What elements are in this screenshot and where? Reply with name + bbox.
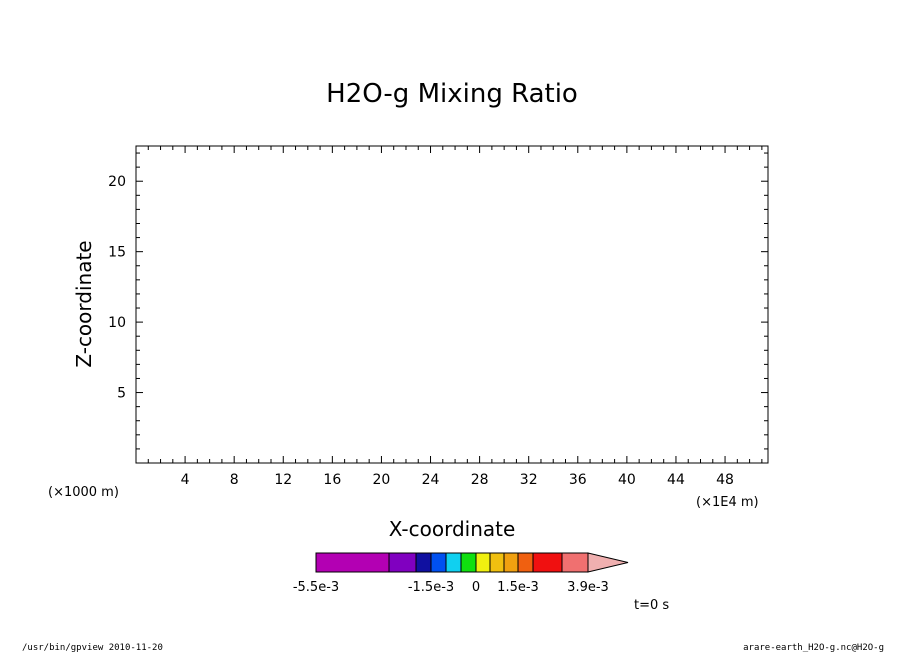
x-tick-label: 44 <box>667 472 685 488</box>
colorbar-label: 0 <box>472 580 480 595</box>
x-tick-label: 28 <box>471 472 489 488</box>
footer-right: arare-earth_H2O-g.nc@H2O-g <box>743 643 884 653</box>
x-unit-label: (×1E4 m) <box>696 495 759 510</box>
x-tick-label: 20 <box>373 472 391 488</box>
x-tick-label: 12 <box>274 472 292 488</box>
colorbar-segment <box>532 552 563 573</box>
colorbar-segment <box>460 552 477 573</box>
x-tick-labels: 4 8 12 16 20 24 28 32 36 40 44 48 <box>181 472 734 488</box>
y-tick-labels: 5 10 15 20 <box>108 174 126 401</box>
colorbar-label: 3.9e-3 <box>567 580 609 595</box>
x-tick-label: 48 <box>716 472 734 488</box>
footer-left: /usr/bin/gpview 2010-11-20 <box>22 643 163 653</box>
y-tick-label: 20 <box>108 174 126 190</box>
colorbar <box>315 552 629 573</box>
x-tick-label: 4 <box>181 472 190 488</box>
colorbar-segment <box>388 552 417 573</box>
colorbar-segment <box>561 552 589 573</box>
y-axis-label: Z-coordinate <box>72 240 96 367</box>
colorbar-segment <box>475 552 491 573</box>
colorbar-segment <box>489 552 505 573</box>
chart-title: H2O-g Mixing Ratio <box>326 79 578 109</box>
colorbar-labels: -5.5e-3 -1.5e-3 0 1.5e-3 3.9e-3 <box>293 580 609 595</box>
x-axis-label: X-coordinate <box>389 517 516 541</box>
x-tick-label: 24 <box>422 472 440 488</box>
x-tick-label: 8 <box>230 472 239 488</box>
axis-ticks <box>136 146 768 463</box>
colorbar-segment <box>445 552 462 573</box>
time-label: t=0 s <box>634 598 669 613</box>
colorbar-segment <box>430 552 447 573</box>
colorbar-label: -1.5e-3 <box>408 580 454 595</box>
colorbar-segment <box>415 552 432 573</box>
x-tick-label: 16 <box>323 472 341 488</box>
colorbar-segment <box>517 552 534 573</box>
x-tick-label: 32 <box>520 472 538 488</box>
colorbar-label: 1.5e-3 <box>497 580 539 595</box>
x-tick-label: 40 <box>618 472 636 488</box>
y-tick-label: 15 <box>108 245 126 261</box>
colorbar-segment <box>503 552 519 573</box>
y-unit-label: (×1000 m) <box>48 485 119 500</box>
y-tick-label: 5 <box>117 386 126 402</box>
colorbar-label: -5.5e-3 <box>293 580 339 595</box>
colorbar-extend-arrow <box>587 552 629 573</box>
x-tick-label: 36 <box>569 472 587 488</box>
y-tick-label: 10 <box>108 315 126 331</box>
plot-area <box>135 145 769 464</box>
colorbar-segment <box>315 552 390 573</box>
